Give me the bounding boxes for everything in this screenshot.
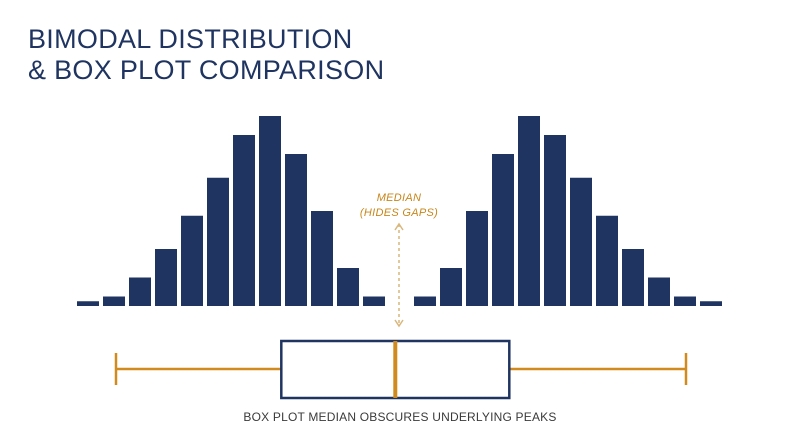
histogram-bar bbox=[129, 277, 151, 306]
chart-title-line1: BIMODAL DISTRIBUTION bbox=[28, 24, 353, 54]
median-arrow-down-icon bbox=[394, 319, 404, 328]
annotation-line1: MEDIAN bbox=[377, 192, 422, 204]
histogram-bar bbox=[103, 296, 125, 306]
chart-title-line2: & BOX PLOT COMPARISON bbox=[28, 55, 385, 85]
histogram-bar bbox=[181, 215, 203, 306]
histogram-bar bbox=[466, 211, 488, 306]
median-arrow-up-icon bbox=[394, 222, 404, 231]
histogram-bar bbox=[544, 135, 566, 306]
histogram-bar bbox=[570, 177, 592, 306]
histogram-bar bbox=[622, 249, 644, 306]
histogram-bar bbox=[233, 135, 255, 306]
histogram-bar bbox=[518, 116, 540, 306]
histogram-bar bbox=[285, 154, 307, 306]
histogram-bar bbox=[700, 301, 722, 306]
histogram-bar bbox=[259, 116, 281, 306]
histogram-right-cluster bbox=[414, 116, 722, 306]
histogram-bar bbox=[155, 249, 177, 306]
histogram-bar bbox=[363, 296, 385, 306]
histogram-bar bbox=[648, 277, 670, 306]
annotation-line2: (HIDES GAPS) bbox=[360, 207, 438, 219]
box-plot bbox=[114, 339, 688, 400]
histogram-bar bbox=[440, 268, 462, 306]
histogram-bar bbox=[414, 296, 436, 306]
histogram-bar bbox=[337, 268, 359, 306]
histogram-bar bbox=[492, 154, 514, 306]
histogram-left-cluster bbox=[77, 116, 385, 306]
histogram-bar bbox=[77, 301, 99, 306]
histogram-bar bbox=[207, 177, 229, 306]
histogram-bar bbox=[674, 296, 696, 306]
histogram-bar bbox=[311, 211, 333, 306]
chart-caption: BOX PLOT MEDIAN OBSCURES UNDERLYING PEAK… bbox=[243, 410, 557, 424]
chart-title: BIMODAL DISTRIBUTION & BOX PLOT COMPARIS… bbox=[28, 24, 384, 86]
histogram-bar bbox=[596, 215, 618, 306]
